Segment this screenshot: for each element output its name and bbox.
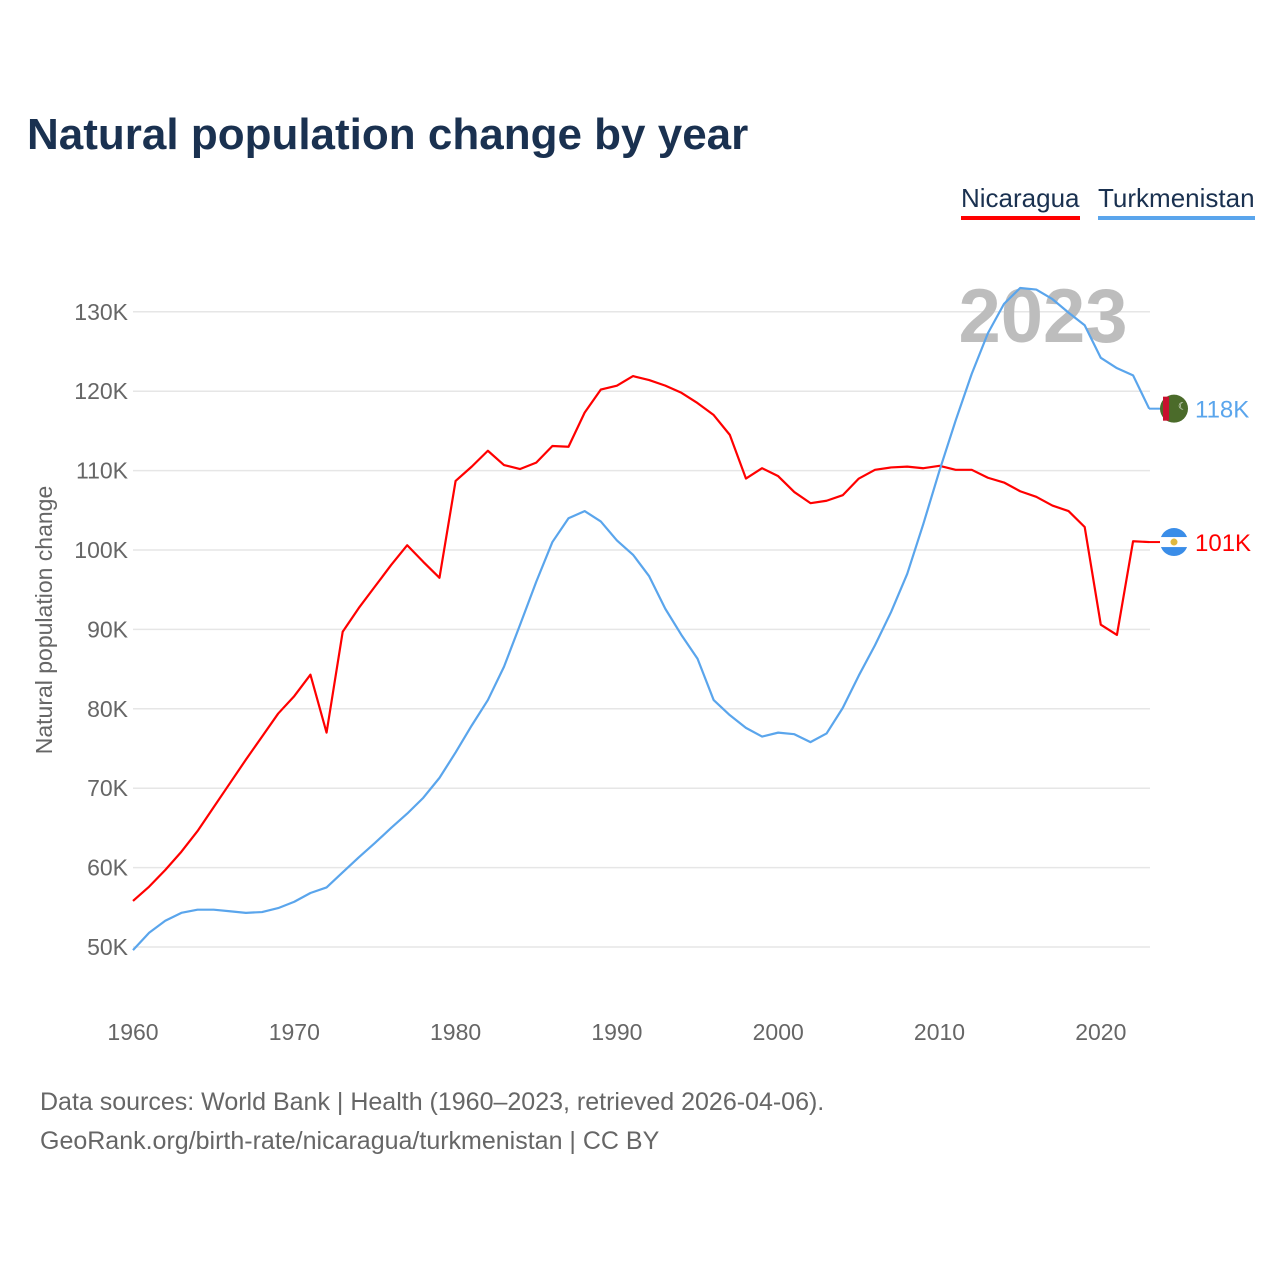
y-tick-label: 50K <box>87 934 129 960</box>
x-tick-label: 2010 <box>914 1019 965 1045</box>
year-watermark: 2023 <box>958 274 1127 359</box>
y-tick-label: 120K <box>74 378 128 404</box>
end-value-label: 118K <box>1195 397 1249 424</box>
x-tick-label: 1960 <box>107 1019 158 1045</box>
x-tick-label: 1970 <box>269 1019 320 1045</box>
y-tick-label: 130K <box>74 299 128 325</box>
y-tick-label: 90K <box>87 616 129 642</box>
series-line-turkmenistan <box>132 286 1151 951</box>
footer-link[interactable]: GeoRank.org/birth-rate/nicaragua/turkmen… <box>40 1127 660 1155</box>
flag-stripe <box>1163 396 1169 421</box>
footer-sources: Data sources: World Bank | Health (1960–… <box>40 1088 825 1116</box>
legend-turkmenistan[interactable]: Turkmenistan <box>1098 183 1255 220</box>
y-tick-label: 110K <box>76 458 129 484</box>
flag-emblem <box>1170 538 1178 546</box>
y-tick-label: 100K <box>74 537 128 563</box>
end-value-label: 101K <box>1195 530 1251 557</box>
y-tick-label: 60K <box>87 855 129 881</box>
x-tick-label: 1990 <box>591 1019 642 1045</box>
y-tick-label: 80K <box>87 696 129 722</box>
x-tick-label: 1980 <box>430 1019 481 1045</box>
x-tick-label: 2000 <box>753 1019 804 1045</box>
chart-title: Natural population change by year <box>27 110 749 159</box>
series-line-nicaragua <box>132 375 1150 902</box>
x-tick-label: 2020 <box>1075 1019 1126 1045</box>
y-tick-label: 70K <box>87 775 129 801</box>
flag-crescent: ☾ <box>1178 402 1187 413</box>
legend-nicaragua[interactable]: Nicaragua <box>961 183 1080 220</box>
y-axis-label: Natural population change <box>31 486 57 755</box>
